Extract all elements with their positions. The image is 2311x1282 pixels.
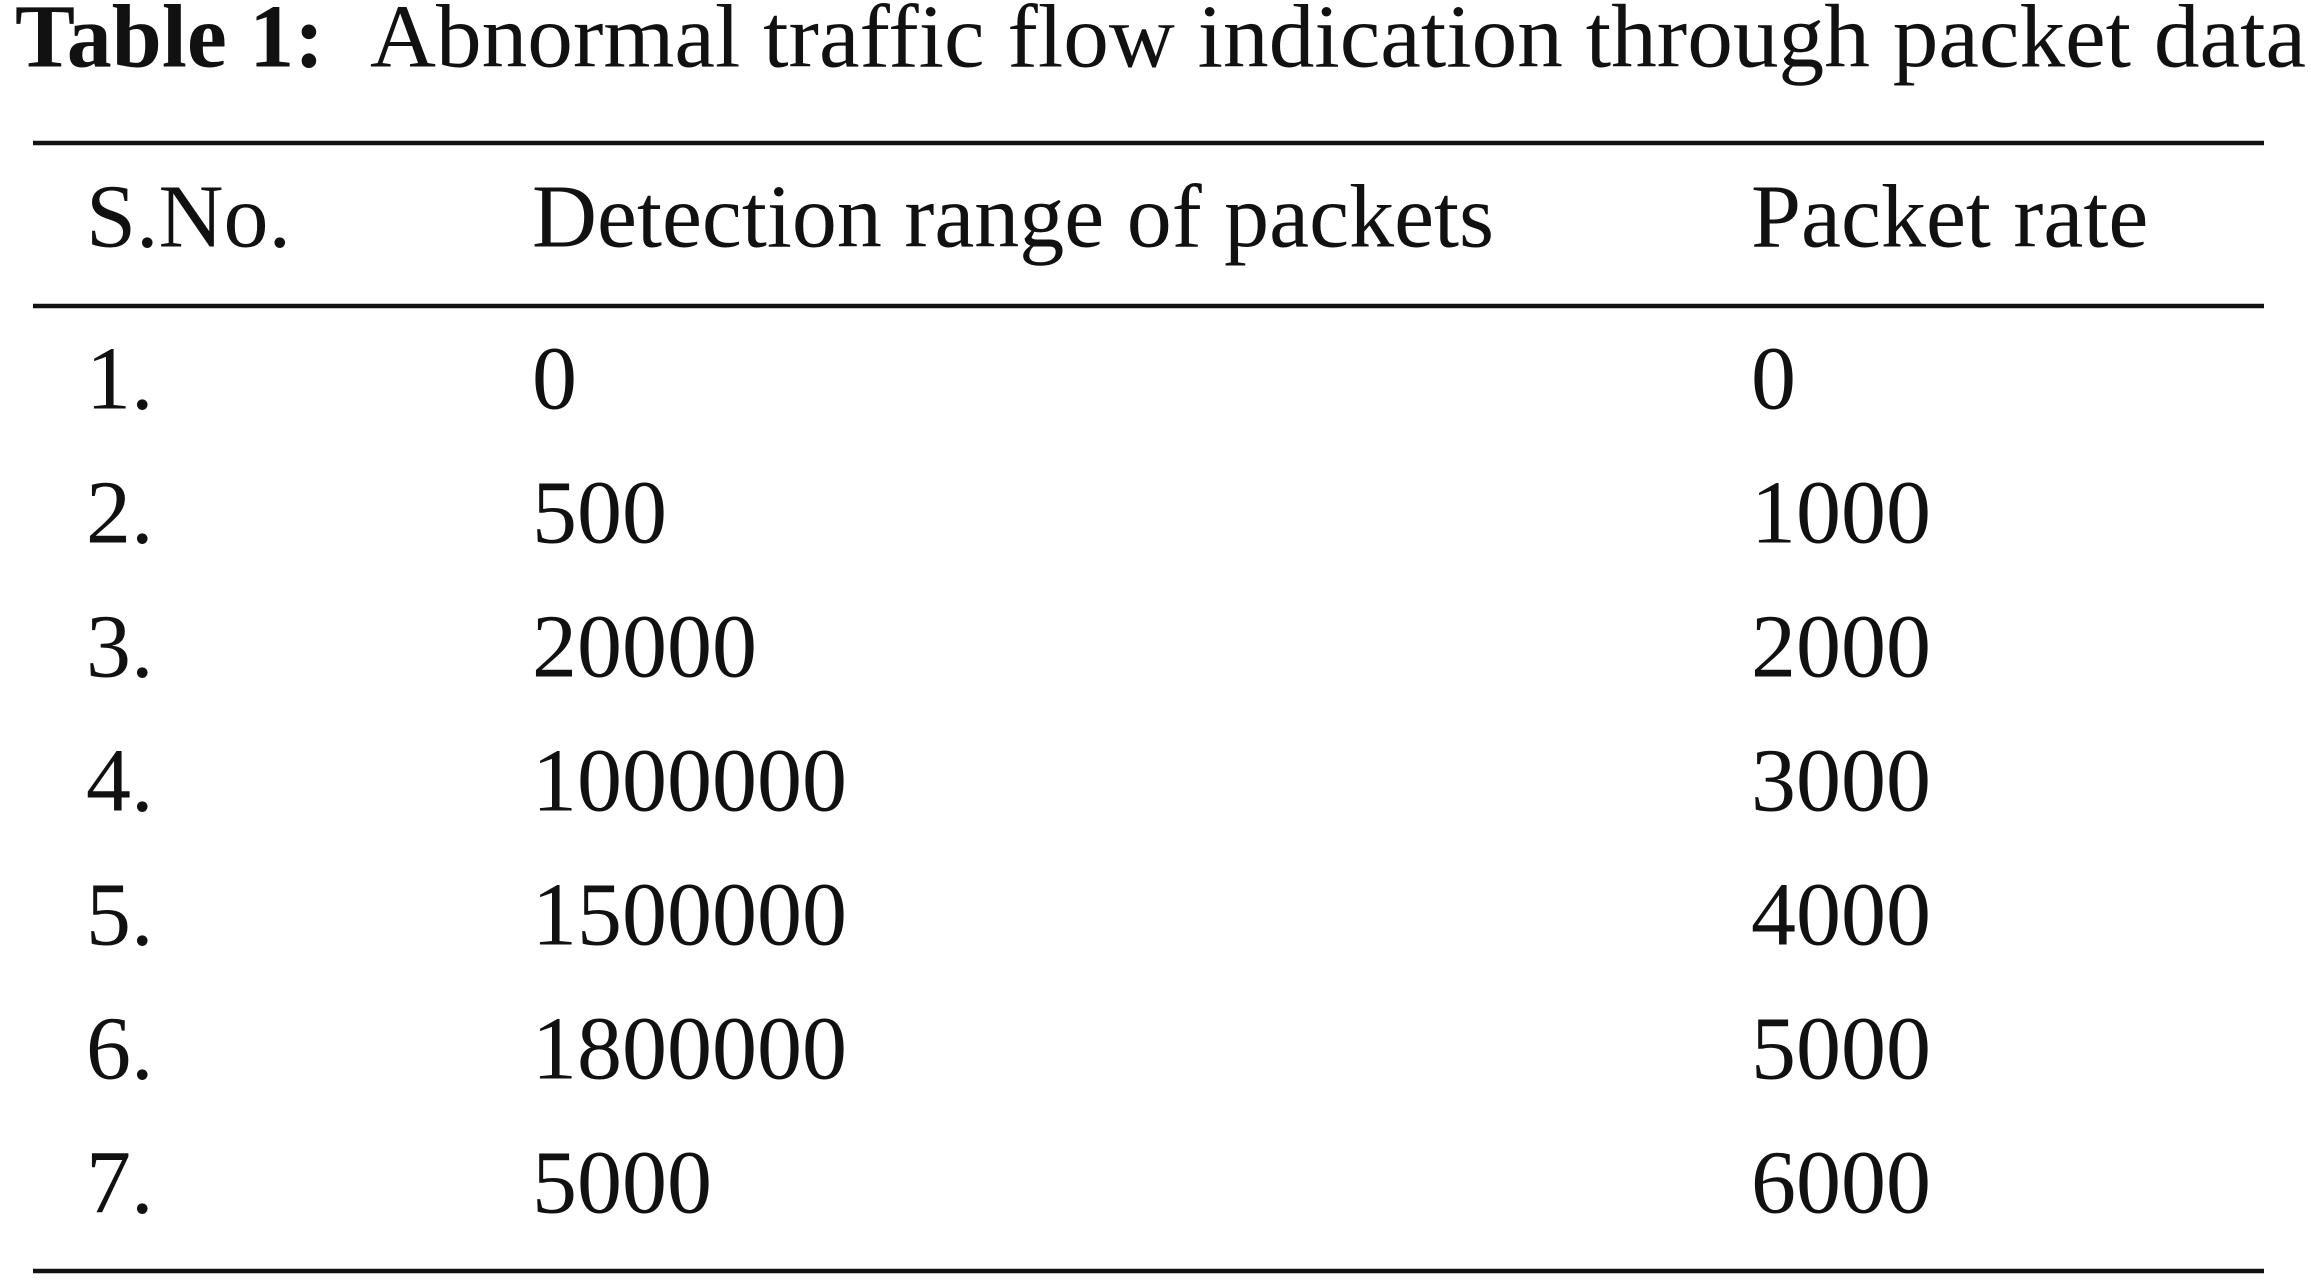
table-cell: 6.: [86, 1000, 154, 1099]
header-cell: S.No.: [86, 168, 291, 267]
table-cell: 1800000: [532, 1000, 847, 1099]
table-cell: 5000: [532, 1134, 712, 1233]
table-cell: 3000: [1751, 732, 1931, 831]
table-cell: 5.: [86, 866, 154, 965]
table-cell: 1.: [86, 330, 154, 429]
table-cell: 1000: [1751, 464, 1931, 563]
table-cell: 4.: [86, 732, 154, 831]
table-cell: 500: [532, 464, 667, 563]
table-cell: 1000000: [532, 732, 847, 831]
table-cell: 5000: [1751, 1000, 1931, 1099]
caption-label: Table 1:: [15, 0, 324, 87]
table-cell: 1500000: [532, 866, 847, 965]
table-cell: 2.: [86, 464, 154, 563]
table-cell: 3.: [86, 598, 154, 697]
caption-text: Abnormal traffic flow indication through…: [370, 0, 2306, 87]
table-cell: 7.: [86, 1134, 154, 1233]
table-cell: 20000: [532, 598, 757, 697]
table-cell: 4000: [1751, 866, 1931, 965]
table-cell: 0: [532, 330, 577, 429]
table-cell: 2000: [1751, 598, 1931, 697]
table-cell: 0: [1751, 330, 1796, 429]
header-cell: Packet rate: [1751, 168, 2148, 267]
table-cell: 6000: [1751, 1134, 1931, 1233]
header-cell: Detection range of packets: [532, 168, 1494, 267]
